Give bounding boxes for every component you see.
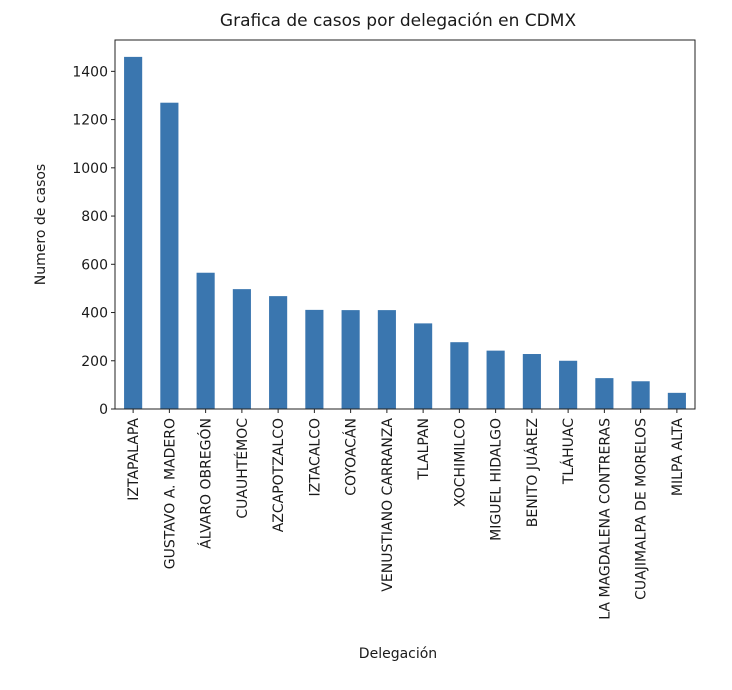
bar-3	[232, 289, 251, 409]
x-tick-label: CUAJIMALPA DE MORELOS	[634, 418, 650, 600]
bar-2	[196, 272, 215, 409]
x-tick-label: TLALPAN	[416, 418, 432, 481]
x-tick-label: AZCAPOTZALCO	[271, 418, 287, 532]
x-tick-label: IZTAPALAPA	[126, 418, 142, 501]
bar-10	[486, 350, 505, 409]
x-tick-label: MILPA ALTA	[670, 418, 686, 496]
plot-frame	[114, 39, 696, 410]
bar-12	[559, 360, 578, 409]
bar-9	[450, 342, 469, 409]
bar-6	[341, 310, 360, 409]
x-axis-ticks: IZTAPALAPA GUSTAVO A. MADERO ÁLVARO OBREGÓ…	[126, 409, 686, 620]
x-tick-label: GUSTAVO A. MADERO	[162, 418, 178, 569]
y-tick-label: 200	[81, 354, 108, 370]
y-tick-label: 600	[81, 257, 108, 273]
x-tick-label: XOCHIMILCO	[452, 418, 468, 507]
x-tick-label: ÁLVARO OBREGÓN	[197, 418, 215, 549]
y-tick-label: 0	[99, 402, 108, 418]
y-tick-label: 1000	[72, 161, 108, 177]
y-axis-label: Numero de casos	[33, 164, 49, 285]
y-axis-ticks: 0 200 400 600 800 1000 1200 1400	[72, 64, 115, 418]
x-axis-label: Delegación	[359, 646, 437, 662]
bar-11	[522, 354, 541, 409]
y-tick-label: 400	[81, 306, 108, 322]
bar-15	[667, 392, 686, 409]
x-tick-label: VENUSTIANO CARRANZA	[380, 418, 396, 592]
bar-14	[631, 381, 650, 409]
x-tick-label: MIGUEL HIDALGO	[489, 418, 505, 541]
x-tick-label: IZTACALCO	[307, 418, 323, 496]
x-tick-label: CUAUHTÉMOC	[234, 418, 251, 519]
bar-8	[414, 323, 433, 409]
bar-4	[269, 296, 288, 409]
bar-1	[160, 102, 179, 410]
bar-7	[377, 310, 396, 409]
y-tick-label: 800	[81, 209, 108, 225]
bar-13	[595, 378, 614, 409]
x-tick-label: LA MAGDALENA CONTRERAS	[597, 418, 613, 620]
x-tick-label: TLÁHUAC	[560, 418, 577, 485]
bars-group	[124, 56, 686, 410]
y-tick-label: 1400	[72, 64, 108, 80]
x-tick-label: BENITO JUÁREZ	[524, 418, 541, 527]
x-tick-label: COYOACÁN	[343, 418, 360, 496]
bar-0	[124, 56, 143, 409]
y-tick-label: 1200	[72, 113, 108, 129]
bar-5	[305, 309, 324, 409]
chart-title: Grafica de casos por delegación en CDMX	[220, 11, 577, 31]
